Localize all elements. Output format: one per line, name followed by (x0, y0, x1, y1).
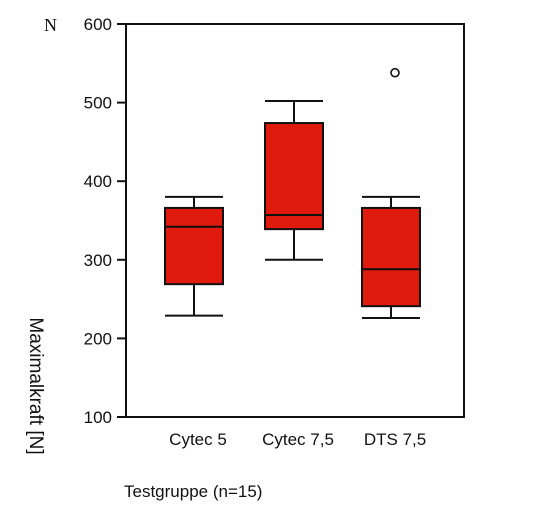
iqr-box (361, 206, 421, 308)
box-2 (264, 100, 324, 261)
iqr-box (264, 122, 324, 231)
category-label: Cytec 5 (169, 430, 227, 449)
outlier-point (390, 67, 400, 78)
box-1 (164, 195, 224, 317)
y-tick-label: 100 (84, 408, 112, 427)
y-tick-label: 500 (84, 94, 112, 113)
y-tick-label: 200 (84, 329, 112, 348)
plot-frame (125, 23, 465, 418)
y-tick-label: 600 (84, 15, 112, 34)
x-axis-category-labels: Cytec 5 Cytec 7,5 DTS 7,5 (169, 430, 426, 449)
y-axis-ticks: 100 200 300 400 500 600 (84, 15, 126, 427)
x-axis-title: Testgruppe (n=15) (124, 482, 262, 501)
category-label: Cytec 7,5 (262, 430, 334, 449)
y-axis-title: Maximalkraft [N] (25, 317, 46, 454)
box-3 (361, 67, 421, 319)
y-unit-marker: N (44, 15, 57, 35)
category-label: DTS 7,5 (364, 430, 426, 449)
iqr-box (164, 206, 224, 286)
y-tick-label: 400 (84, 172, 112, 191)
box-series (164, 67, 421, 319)
y-tick-label: 300 (84, 251, 112, 270)
